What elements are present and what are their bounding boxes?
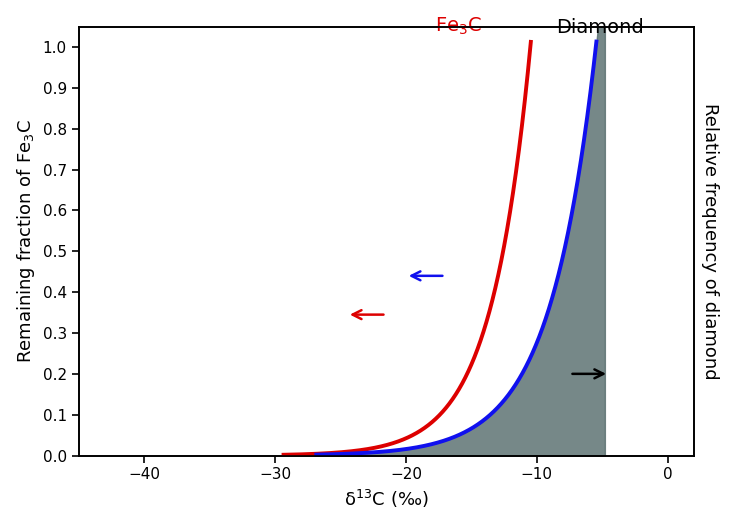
Text: Diamond: Diamond xyxy=(556,18,644,37)
Y-axis label: Relative frequency of diamond: Relative frequency of diamond xyxy=(701,103,719,380)
X-axis label: δ$^{13}$C (‰): δ$^{13}$C (‰) xyxy=(344,488,429,510)
Text: Fe$_3$C: Fe$_3$C xyxy=(435,16,482,37)
Y-axis label: Remaining fraction of Fe$_3$C: Remaining fraction of Fe$_3$C xyxy=(15,119,37,363)
